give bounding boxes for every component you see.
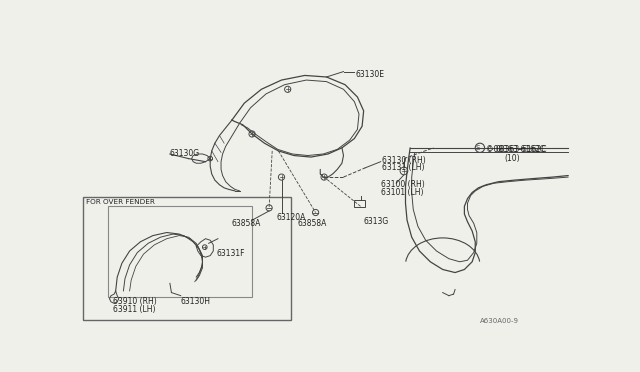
- Text: 63130E: 63130E: [355, 70, 384, 79]
- Bar: [355, 200, 365, 207]
- Text: 63911 (LH): 63911 (LH): [113, 305, 155, 314]
- Text: FOR OVER FENDER: FOR OVER FENDER: [86, 199, 155, 205]
- Text: 63130G: 63130G: [170, 150, 200, 158]
- Text: (10): (10): [505, 154, 520, 163]
- Text: S: S: [476, 145, 480, 151]
- Text: 63101 (LH): 63101 (LH): [381, 188, 423, 197]
- Text: 63100 (RH): 63100 (RH): [381, 180, 424, 189]
- Text: ©08363-6162C: ©08363-6162C: [486, 145, 545, 154]
- Text: A630A00-9: A630A00-9: [480, 318, 519, 324]
- Text: 08363-6162C: 08363-6162C: [495, 145, 547, 154]
- Bar: [83, 197, 291, 320]
- Text: 63130H: 63130H: [180, 297, 211, 306]
- Text: 63120A: 63120A: [276, 212, 305, 221]
- Text: 63131 (LH): 63131 (LH): [382, 163, 425, 172]
- Text: 63858A: 63858A: [232, 219, 261, 228]
- Bar: [108, 206, 252, 297]
- Text: 63910 (RH): 63910 (RH): [113, 297, 156, 306]
- Text: 63130 (RH): 63130 (RH): [382, 155, 426, 164]
- Text: 63131F: 63131F: [216, 250, 245, 259]
- Text: 63858A: 63858A: [297, 219, 326, 228]
- Text: 6313G: 6313G: [364, 217, 389, 226]
